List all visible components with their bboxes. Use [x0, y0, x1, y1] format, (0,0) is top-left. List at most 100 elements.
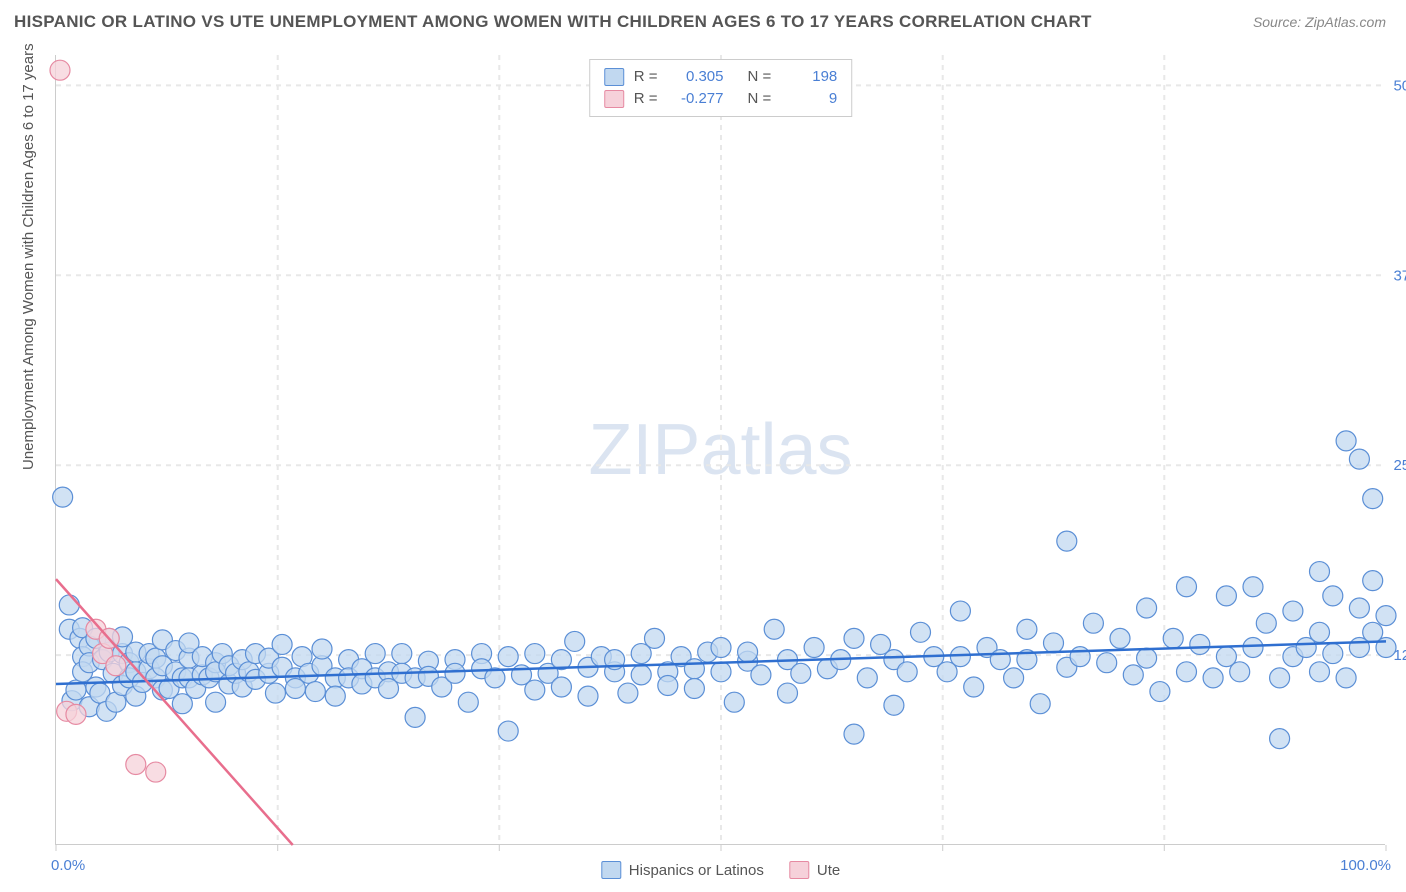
xtick-label-max: 100.0% — [1340, 857, 1391, 874]
data-point-hispanic — [1137, 648, 1157, 668]
data-point-hispanic — [897, 662, 917, 682]
data-point-hispanic — [498, 647, 518, 667]
data-point-hispanic — [1243, 638, 1263, 658]
data-point-hispanic — [884, 695, 904, 715]
data-point-hispanic — [1030, 694, 1050, 714]
data-point-ute — [146, 762, 166, 782]
data-point-hispanic — [305, 682, 325, 702]
data-point-hispanic — [59, 595, 79, 615]
data-point-hispanic — [844, 628, 864, 648]
data-point-hispanic — [1044, 633, 1064, 653]
data-point-hispanic — [392, 644, 412, 664]
data-point-hispanic — [525, 644, 545, 664]
data-point-hispanic — [312, 639, 332, 659]
data-point-hispanic — [525, 680, 545, 700]
y-axis-label: Unemployment Among Women with Children A… — [20, 43, 37, 470]
data-point-hispanic — [711, 638, 731, 658]
data-point-hispanic — [1017, 619, 1037, 639]
legend-label-hispanic: Hispanics or Latinos — [629, 862, 764, 879]
swatch-ute-icon — [789, 861, 809, 879]
data-point-hispanic — [1163, 628, 1183, 648]
data-point-hispanic — [778, 683, 798, 703]
data-point-hispanic — [844, 724, 864, 744]
legend-row-ute: R = -0.277 N = 9 — [604, 88, 838, 110]
data-point-hispanic — [1283, 601, 1303, 621]
data-point-hispanic — [791, 663, 811, 683]
data-point-hispanic — [684, 659, 704, 679]
data-point-hispanic — [1256, 613, 1276, 633]
data-point-hispanic — [1137, 598, 1157, 618]
data-point-hispanic — [804, 638, 824, 658]
chart-svg: 12.5%25.0%37.5%50.0%0.0%100.0% — [56, 55, 1385, 844]
data-point-hispanic — [1310, 662, 1330, 682]
data-point-hispanic — [498, 721, 518, 741]
data-point-hispanic — [1243, 577, 1263, 597]
data-point-hispanic — [1177, 577, 1197, 597]
data-point-hispanic — [1097, 653, 1117, 673]
data-point-hispanic — [272, 634, 292, 654]
data-point-hispanic — [738, 642, 758, 662]
data-point-hispanic — [950, 647, 970, 667]
data-point-hispanic — [1004, 668, 1024, 688]
data-point-hispanic — [325, 686, 345, 706]
data-point-hispanic — [711, 662, 731, 682]
data-point-hispanic — [751, 665, 771, 685]
xtick-label-min: 0.0% — [51, 857, 85, 874]
data-point-hispanic — [1270, 729, 1290, 749]
series-legend: Hispanics or Latinos Ute — [601, 861, 840, 879]
data-point-hispanic — [365, 644, 385, 664]
data-point-hispanic — [1216, 586, 1236, 606]
data-point-hispanic — [53, 487, 73, 507]
swatch-hispanic-icon — [601, 861, 621, 879]
data-point-ute — [106, 656, 126, 676]
legend-label-ute: Ute — [817, 862, 840, 879]
data-point-hispanic — [1203, 668, 1223, 688]
data-point-hispanic — [1110, 628, 1130, 648]
data-point-hispanic — [1363, 489, 1383, 509]
data-point-ute — [50, 60, 70, 80]
data-point-hispanic — [1150, 682, 1170, 702]
swatch-ute — [604, 90, 624, 108]
swatch-hispanic — [604, 68, 624, 86]
legend-item-ute: Ute — [789, 861, 840, 879]
chart-title: HISPANIC OR LATINO VS UTE UNEMPLOYMENT A… — [14, 12, 1092, 32]
data-point-hispanic — [658, 675, 678, 695]
data-point-hispanic — [618, 683, 638, 703]
data-point-hispanic — [1336, 668, 1356, 688]
data-point-hispanic — [1190, 634, 1210, 654]
data-point-hispanic — [551, 677, 571, 697]
data-point-hispanic — [1363, 571, 1383, 591]
legend-row-hispanic: R = 0.305 N = 198 — [604, 66, 838, 88]
data-point-hispanic — [1070, 647, 1090, 667]
data-point-hispanic — [1349, 598, 1369, 618]
data-point-ute — [66, 704, 86, 724]
data-point-hispanic — [458, 692, 478, 712]
data-point-hispanic — [1230, 662, 1250, 682]
data-point-ute — [126, 754, 146, 774]
data-point-hispanic — [1123, 665, 1143, 685]
data-point-hispanic — [405, 707, 425, 727]
data-point-hispanic — [911, 622, 931, 642]
data-point-hispanic — [764, 619, 784, 639]
source-attribution: Source: ZipAtlas.com — [1253, 14, 1386, 30]
data-point-hispanic — [1057, 531, 1077, 551]
data-point-hispanic — [684, 679, 704, 699]
data-point-hispanic — [265, 683, 285, 703]
data-point-hispanic — [1177, 662, 1197, 682]
data-point-hispanic — [724, 692, 744, 712]
plot-area: ZIPatlas R = 0.305 N = 198 R = -0.277 N … — [55, 55, 1385, 845]
data-point-hispanic — [206, 692, 226, 712]
data-point-hispanic — [1336, 431, 1356, 451]
data-point-hispanic — [1349, 449, 1369, 469]
data-point-hispanic — [1083, 613, 1103, 633]
data-point-hispanic — [1270, 668, 1290, 688]
legend-item-hispanic: Hispanics or Latinos — [601, 861, 764, 879]
data-point-hispanic — [1310, 622, 1330, 642]
data-point-hispanic — [578, 686, 598, 706]
ytick-label: 37.5% — [1393, 267, 1406, 284]
data-point-hispanic — [645, 628, 665, 648]
data-point-hispanic — [445, 663, 465, 683]
ytick-label: 50.0% — [1393, 77, 1406, 94]
data-point-hispanic — [565, 631, 585, 651]
data-point-hispanic — [950, 601, 970, 621]
